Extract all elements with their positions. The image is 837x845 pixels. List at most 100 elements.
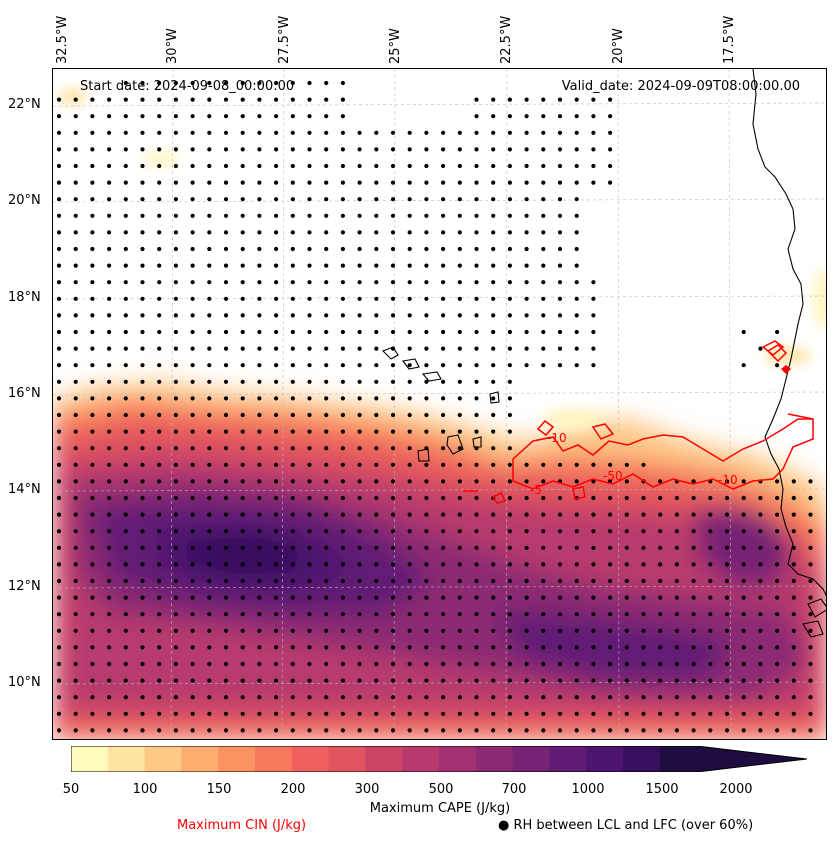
rh-dot: [608, 562, 613, 567]
rh-dot: [307, 180, 312, 185]
rh-dot: [407, 578, 412, 584]
colorbar-tick: 300: [354, 782, 380, 797]
rh-dot: [758, 346, 763, 351]
rh-dot: [274, 396, 279, 401]
rh-dot: [574, 711, 579, 716]
rh-dot: [641, 562, 646, 567]
rh-dot: [374, 661, 379, 667]
rh-dot: [791, 678, 796, 683]
rh-dot: [107, 180, 112, 185]
rh-dot: [507, 412, 512, 418]
rh-dot: [708, 728, 713, 733]
rh-dot: [541, 479, 546, 484]
rh-dot: [173, 329, 178, 335]
rh-dot: [257, 147, 262, 152]
rh-dot: [107, 429, 112, 434]
rh-dot: [257, 163, 262, 169]
rh-dot: [274, 562, 279, 567]
rh-dot: [507, 329, 512, 335]
rh-dot: [90, 296, 95, 301]
rh-dot: [56, 595, 62, 600]
rh-dot: [424, 329, 429, 335]
rh-dot: [457, 313, 462, 318]
rh-dot: [708, 512, 713, 517]
rh-dot: [340, 612, 345, 617]
colorbar-segment: [659, 746, 698, 772]
rh-dot: [474, 97, 479, 102]
rh-dot: [173, 578, 178, 584]
rh-dot: [157, 711, 162, 716]
rh-dot: [240, 412, 245, 418]
start-date-label: Start date: 2024-09-08_00:00:00: [80, 79, 295, 94]
rh-dot: [107, 313, 112, 318]
rh-dot: [240, 329, 245, 335]
cape-field: [53, 69, 826, 739]
rh-dot: [56, 512, 62, 517]
rh-dot: [741, 512, 746, 517]
rh-dot: [691, 545, 696, 550]
rh-dot: [340, 578, 345, 584]
rh-dot: [608, 595, 613, 600]
rh-dot: [424, 462, 429, 467]
rh-dot: [340, 396, 345, 401]
rh-dot: [441, 562, 446, 567]
rh-dot: [574, 529, 579, 534]
rh-dot: [123, 578, 128, 584]
rh-dot: [274, 329, 279, 335]
rh-dot: [775, 628, 780, 633]
lat-label-22n: 22°N: [8, 97, 41, 112]
rh-dot: [157, 379, 162, 384]
rh-dot: [491, 329, 496, 335]
rh-dot: [691, 578, 696, 584]
rh-dot: [658, 495, 663, 501]
rh-dot: [207, 346, 212, 351]
rh-dot: [390, 429, 396, 434]
rh-dot: [474, 462, 479, 467]
rh-dot: [474, 711, 479, 716]
colorbar-extend-arrow: [696, 746, 807, 772]
rh-dot: [257, 479, 262, 484]
rh-dot: [123, 545, 128, 550]
rh-dot: [240, 429, 245, 434]
rh-dot: [557, 628, 563, 633]
rh-dot: [724, 545, 730, 550]
rh-dot: [140, 595, 145, 600]
rh-dot: [574, 246, 579, 252]
rh-dot: [457, 495, 462, 501]
rh-dot: [290, 313, 295, 318]
rh-dot: [441, 429, 446, 434]
rh-dot: [608, 97, 613, 102]
colorbar-segment: [475, 746, 514, 772]
rh-dot: [808, 678, 813, 683]
rh-dot: [340, 180, 345, 185]
rh-dot: [424, 163, 429, 169]
rh-dot: [457, 163, 462, 169]
rh-dot: [457, 429, 462, 434]
rh-dot: [90, 313, 95, 318]
rh-dot: [56, 446, 62, 451]
rh-dot: [257, 545, 262, 550]
rh-dot: [190, 97, 195, 102]
rh-dot: [491, 695, 496, 700]
rh-dot: [708, 711, 713, 716]
rh-dot: [223, 147, 229, 152]
rh-dot: [274, 280, 279, 285]
rh-dot: [157, 97, 162, 102]
rh-dot: [424, 495, 429, 501]
rh-dot: [758, 645, 763, 650]
rh-dot: [608, 495, 613, 501]
rh-dot: [340, 529, 345, 534]
rh-dot: [207, 695, 212, 700]
rh-dot: [424, 661, 429, 667]
rh-dot: [574, 645, 579, 650]
rh-dot: [107, 529, 112, 534]
rh-dot: [407, 628, 412, 633]
rh-dot: [691, 495, 696, 501]
rh-dot: [240, 396, 245, 401]
rh-dot: [524, 296, 529, 301]
rh-dot: [624, 661, 629, 667]
rh-dot: [474, 163, 479, 169]
rh-dot: [374, 346, 379, 351]
rh-dot: [257, 661, 262, 667]
rh-dot: [424, 313, 429, 318]
